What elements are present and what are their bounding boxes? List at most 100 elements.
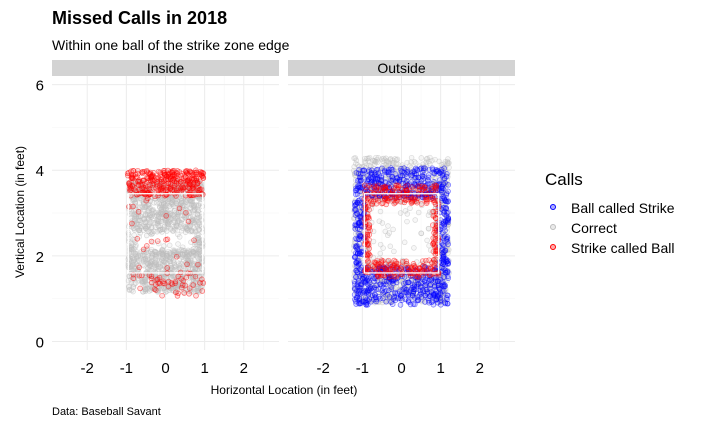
- point-inside: [166, 242, 173, 249]
- point-outside: [383, 299, 389, 305]
- point-outside: [355, 197, 362, 204]
- point-outside: [404, 218, 410, 225]
- point-inside: [195, 185, 202, 191]
- point-inside: [175, 212, 182, 218]
- y-tick-label: 2: [36, 249, 44, 266]
- legend-label: Ball called Strike: [571, 200, 675, 216]
- point-inside: [127, 187, 133, 194]
- point-inside: [139, 169, 146, 175]
- point-inside: [158, 249, 165, 256]
- point-outside: [376, 218, 383, 224]
- point-outside: [400, 258, 406, 265]
- point-inside: [167, 211, 174, 217]
- point-outside: [388, 177, 394, 184]
- point-inside: [139, 272, 145, 279]
- point-inside: [144, 243, 150, 249]
- point-inside: [155, 261, 162, 267]
- point-outside: [372, 196, 379, 202]
- x-tick-label: -2: [317, 360, 330, 377]
- point-inside: [145, 195, 151, 202]
- point-inside: [165, 176, 171, 183]
- point-outside: [386, 195, 392, 202]
- point-inside: [161, 206, 168, 213]
- point-outside: [421, 278, 428, 285]
- legend-key-ball-called-strike: [545, 199, 563, 217]
- x-tick-label: 2: [476, 360, 484, 377]
- point-outside: [415, 174, 422, 181]
- point-outside: [442, 158, 449, 165]
- point-inside: [154, 276, 161, 283]
- point-outside: [426, 242, 432, 249]
- point-inside: [192, 227, 199, 233]
- point-inside: [129, 173, 135, 180]
- point-outside: [376, 172, 382, 178]
- point-inside: [169, 228, 176, 234]
- point-outside: [431, 170, 437, 176]
- point-outside: [377, 208, 384, 215]
- point-outside: [445, 182, 452, 188]
- point-outside: [356, 295, 363, 301]
- point-inside: [180, 248, 186, 254]
- legend-item-strike-called-ball: Strike called Ball: [545, 238, 675, 258]
- facet-strip: [52, 60, 279, 76]
- point-outside: [391, 248, 397, 255]
- point-outside: [413, 165, 419, 172]
- point-inside: [196, 171, 203, 177]
- legend-key-strike-called-ball: [545, 239, 563, 257]
- points-inside: [124, 167, 207, 299]
- point-outside: [443, 190, 450, 196]
- point-inside: [137, 217, 143, 224]
- point-inside: [146, 288, 153, 294]
- point-inside: [195, 208, 201, 215]
- point-inside: [161, 280, 168, 287]
- point-outside: [424, 237, 430, 244]
- point-inside: [182, 224, 189, 230]
- point-inside: [143, 218, 150, 225]
- point-outside: [376, 255, 383, 262]
- point-outside: [425, 212, 432, 218]
- point-outside: [443, 237, 449, 243]
- point-outside: [431, 257, 437, 263]
- facet-label: Inside: [147, 60, 185, 76]
- point-outside: [370, 254, 377, 261]
- point-outside: [391, 274, 398, 280]
- point-inside: [195, 261, 201, 268]
- point-outside: [428, 196, 434, 202]
- chart-caption: Data: Baseball Savant: [52, 406, 161, 418]
- point-inside: [158, 210, 164, 217]
- x-tick-label: 2: [240, 360, 248, 377]
- point-inside: [140, 257, 147, 263]
- point-inside: [160, 262, 166, 269]
- point-outside: [365, 176, 372, 182]
- point-outside: [404, 174, 410, 180]
- point-inside: [131, 281, 137, 287]
- point-outside: [401, 286, 407, 292]
- point-outside: [427, 247, 434, 253]
- point-inside: [132, 251, 139, 257]
- point-inside: [178, 176, 185, 182]
- x-tick-label: -1: [120, 360, 133, 377]
- y-tick-label: 6: [36, 78, 44, 95]
- point-outside: [358, 177, 364, 184]
- point-inside: [131, 232, 137, 238]
- point-inside: [136, 264, 142, 271]
- point-inside: [164, 236, 171, 243]
- point-outside: [439, 195, 445, 202]
- point-inside: [145, 224, 152, 230]
- point-inside: [155, 216, 161, 223]
- point-outside: [373, 296, 380, 303]
- point-outside: [364, 277, 370, 284]
- point-inside: [187, 228, 194, 235]
- point-inside: [157, 171, 164, 177]
- point-outside: [394, 266, 401, 272]
- point-outside: [426, 166, 433, 173]
- point-outside: [366, 182, 372, 189]
- point-inside: [174, 178, 180, 184]
- point-inside: [135, 209, 142, 215]
- point-outside: [412, 217, 418, 223]
- point-inside: [191, 237, 197, 243]
- point-outside: [403, 196, 409, 203]
- legend-item-correct: Correct: [545, 218, 675, 238]
- point-outside: [385, 232, 391, 239]
